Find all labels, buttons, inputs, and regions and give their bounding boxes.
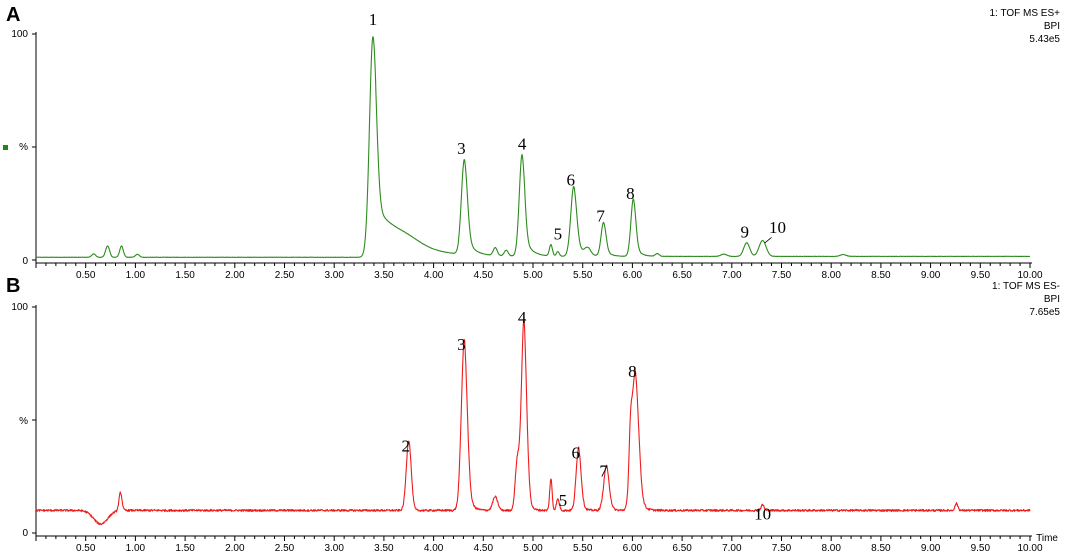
panel-a-plot: 0.50 1.00 1.50 2.00 2.50 3.00 3.50 4.00 4.50 5.00…: [32, 10, 1043, 281]
x-tick-label: 5.00: [523, 543, 543, 554]
panel-b-y-max: 100: [11, 302, 28, 313]
peak-label: 8: [628, 362, 637, 381]
panel-a-y-min: 0: [22, 256, 28, 267]
panel-b-y-min: 0: [22, 528, 28, 539]
x-tick-label: 7.50: [772, 270, 792, 281]
x-tick-label: 9.00: [921, 543, 941, 554]
x-tick-label: 5.50: [573, 270, 593, 281]
panel-b-x-title: Time: [1036, 533, 1058, 544]
x-tick-label: 2.00: [225, 543, 245, 554]
peak-label: 10: [769, 218, 786, 237]
x-tick-label: 10.00: [1017, 270, 1042, 281]
x-tick-label: 2.50: [275, 543, 295, 554]
trace-line: [35, 36, 1031, 258]
peak-label: 7: [599, 462, 608, 481]
x-tick-label: 6.00: [623, 270, 643, 281]
x-tick-label: 3.00: [324, 543, 344, 554]
peak-label: 6: [567, 170, 576, 189]
peak-label: 3: [457, 335, 466, 354]
x-tick-label: 6.50: [672, 270, 692, 281]
panel-b-y-pct: %: [19, 416, 28, 427]
x-tick-label: 8.50: [871, 543, 891, 554]
x-tick-label: 6.50: [672, 543, 692, 554]
peak-label: 8: [626, 184, 635, 203]
peak-label: 3: [457, 139, 466, 158]
x-tick-label: 4.50: [474, 270, 494, 281]
peak-label: 5: [554, 225, 563, 244]
x-tick-label: 6.00: [623, 543, 643, 554]
peak-label: 5: [559, 491, 568, 510]
x-tick-label: 9.50: [971, 270, 991, 281]
peak-label: 9: [740, 222, 749, 241]
x-tick-label: 1.50: [175, 543, 195, 554]
peak-label: 4: [518, 308, 527, 327]
panel-a-detector: 1: TOF MS ES+: [990, 8, 1061, 19]
x-tick-label: 4.00: [424, 270, 444, 281]
x-tick-label: 1.00: [126, 270, 146, 281]
peak-label: 1: [369, 10, 378, 29]
x-tick-label: 0.50: [76, 270, 96, 281]
peak-label: 4: [518, 134, 527, 153]
trace-line: [35, 317, 1031, 526]
x-tick-label: 10.00: [1017, 543, 1042, 554]
panel-b-detector: 1: TOF MS ES-: [992, 281, 1060, 292]
panel-a-marker: [3, 145, 8, 150]
peak-label: 6: [571, 443, 580, 462]
x-tick-label: 5.50: [573, 543, 593, 554]
panel-a-intensity: 5.43e5: [1029, 34, 1060, 45]
panel-b-letter: B: [6, 275, 20, 297]
x-tick-label: 3.50: [374, 543, 394, 554]
x-tick-label: 1.50: [175, 270, 195, 281]
panel-b-intensity: 7.65e5: [1029, 307, 1060, 318]
peak-label: 2: [402, 437, 411, 456]
x-tick-label: 9.50: [971, 543, 991, 554]
x-tick-label: 2.00: [225, 270, 245, 281]
panel-a-y-max: 100: [11, 29, 28, 40]
x-tick-label: 1.00: [126, 543, 146, 554]
x-tick-label: 4.00: [424, 543, 444, 554]
x-tick-label: 3.00: [324, 270, 344, 281]
panel-a: A 1: TOF MS ES+ BPI 5.43e5 100 % 0: [3, 4, 1060, 267]
panel-a-letter: A: [6, 4, 20, 26]
panel-b-plot: 0.50 1.00 1.50 2.00 2.50 3.00 3.50 4.00 4.50 5.00…: [32, 305, 1043, 554]
x-tick-label: 5.00: [523, 270, 543, 281]
x-tick-label: 8.00: [821, 270, 841, 281]
x-tick-label: 7.00: [722, 543, 742, 554]
x-tick-label: 8.50: [871, 270, 891, 281]
x-tick-label: 0.50: [76, 543, 96, 554]
x-tick-label: 4.50: [474, 543, 494, 554]
x-tick-label: 3.50: [374, 270, 394, 281]
x-tick-label: 7.50: [772, 543, 792, 554]
x-tick-label: 7.00: [722, 270, 742, 281]
x-tick-label: 8.00: [821, 543, 841, 554]
x-tick-label: 9.00: [921, 270, 941, 281]
panel-b-mode: BPI: [1044, 294, 1060, 305]
x-tick-label: 2.50: [275, 270, 295, 281]
peak-label: 10: [754, 504, 771, 523]
panel-b: B 1: TOF MS ES- BPI 7.65e5 100 % 0 Time: [6, 275, 1060, 544]
peak-label: 7: [596, 207, 605, 226]
peak-10-leader: [764, 237, 772, 244]
panel-a-y-pct: %: [19, 142, 28, 153]
panel-a-mode: BPI: [1044, 21, 1060, 32]
